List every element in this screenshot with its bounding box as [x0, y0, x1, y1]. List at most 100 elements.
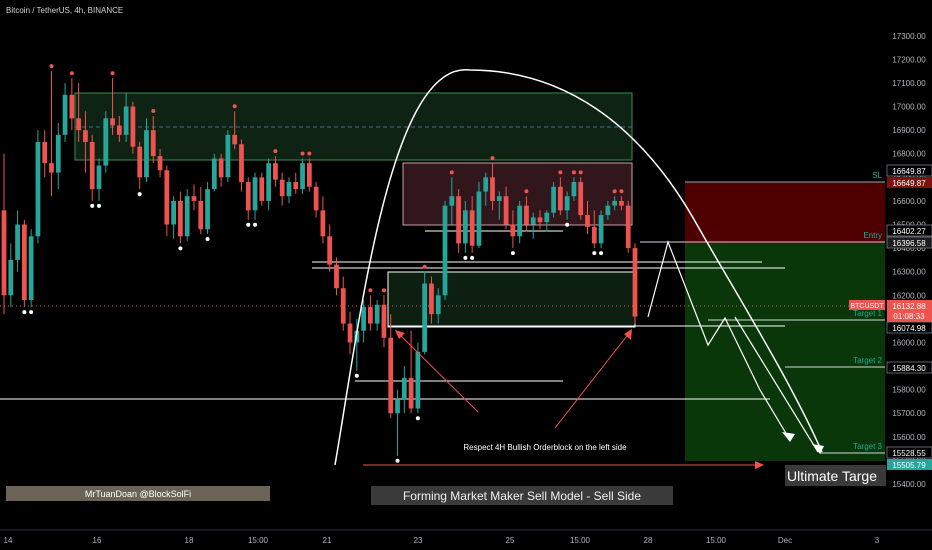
candle-body [69, 94, 75, 119]
sl-bg-tag-text: 16649.87 [892, 179, 926, 188]
candle [96, 158, 102, 201]
ultimate-tag: 15505.79 [887, 459, 932, 470]
candle-body [361, 307, 366, 331]
candle-body [191, 196, 197, 201]
candle-body [524, 205, 529, 225]
candle [496, 191, 502, 220]
candle [442, 200, 448, 300]
candle-body [429, 283, 434, 315]
swing-high-marker [558, 170, 563, 175]
candle [211, 153, 217, 192]
swing-high-marker [524, 189, 529, 194]
candle [28, 229, 34, 308]
candle [585, 200, 590, 234]
candle-body [300, 163, 305, 190]
candle [171, 196, 176, 239]
swing-high-marker [612, 189, 617, 194]
target2-tag-text: 15884.30 [892, 364, 926, 373]
x-tick-label: Dec [778, 536, 792, 545]
x-tick-label: 23 [414, 536, 423, 545]
candle-body [259, 177, 265, 201]
candle [374, 300, 380, 331]
candle [449, 177, 455, 225]
candle [435, 288, 441, 324]
swing-low-marker [178, 246, 183, 251]
candle-body [320, 210, 326, 237]
swing-high-marker [422, 264, 427, 269]
candle-body [571, 182, 577, 197]
swing-low-marker [565, 222, 570, 227]
candle-body [442, 205, 448, 296]
candle-body [89, 141, 95, 190]
candle [571, 177, 577, 201]
candle [320, 196, 326, 244]
candle-body [164, 170, 170, 225]
model-title-bg [371, 486, 673, 505]
candle [239, 139, 244, 192]
candle-body [218, 158, 224, 178]
candle [591, 210, 597, 249]
candle [313, 182, 319, 218]
ultimate-tag-text: 15505.79 [892, 461, 926, 470]
candle [524, 196, 529, 232]
candle-body [422, 283, 428, 352]
candle [598, 210, 604, 249]
candle [347, 311, 353, 355]
candle-body [449, 196, 455, 206]
candle [103, 111, 109, 173]
price-axis-bg[interactable] [887, 0, 932, 530]
candle [368, 295, 373, 331]
x-tick-label: 15:00 [706, 536, 727, 545]
candle-body [279, 179, 285, 197]
candle [232, 111, 238, 150]
arrow-head-1 [782, 432, 795, 442]
candle [503, 186, 509, 230]
candle [8, 243, 14, 308]
time-axis[interactable]: 14 16 18 15:00 21 23 25 15:00 28 15:00 Dec 3 [4, 536, 880, 545]
candle [157, 149, 163, 178]
candle-body [557, 186, 563, 211]
candle-body [415, 351, 421, 409]
candle-body [83, 130, 88, 142]
chart-title: Bitcoin / TetherUS, 4h, BINANCE [6, 6, 123, 15]
candle [632, 243, 638, 324]
sl-bg-tag: 16649.87 [887, 177, 932, 188]
candle [537, 210, 543, 230]
candle-body [28, 236, 34, 300]
candle-body [585, 215, 590, 227]
candle [35, 130, 41, 244]
candle-body [130, 106, 136, 147]
candle-body [157, 156, 163, 171]
swing-low-marker [90, 203, 95, 208]
swing-high-marker [307, 151, 312, 156]
candle [388, 314, 394, 418]
x-tick-label: 21 [323, 536, 332, 545]
swing-low-marker [592, 251, 597, 256]
candle [408, 330, 414, 414]
candle [551, 182, 556, 218]
candle-body [551, 186, 556, 213]
candle-body [598, 215, 604, 244]
swing-low-marker [395, 458, 400, 463]
swing-low-marker [246, 222, 251, 227]
candle [218, 153, 224, 187]
candle-body [510, 224, 516, 237]
y-tick-label: 17000.00 [892, 103, 926, 112]
candle-body [591, 226, 597, 244]
candle-body [211, 158, 217, 190]
candle [564, 191, 570, 220]
x-tick-label: 3 [875, 536, 880, 545]
entry-tp-tag: 16402.27 [886, 224, 932, 237]
candle [116, 116, 122, 142]
candle-body [1, 210, 7, 296]
x-tick-label: 25 [506, 536, 515, 545]
arrow-head-left [395, 330, 405, 339]
y-tick-label: 17300.00 [892, 32, 926, 41]
entry-tag: 16396.58 [886, 236, 932, 249]
candle-body [137, 146, 143, 178]
candle [83, 111, 88, 173]
candle [69, 78, 75, 131]
y-tick-label: 17100.00 [892, 79, 926, 88]
candle [483, 172, 489, 206]
